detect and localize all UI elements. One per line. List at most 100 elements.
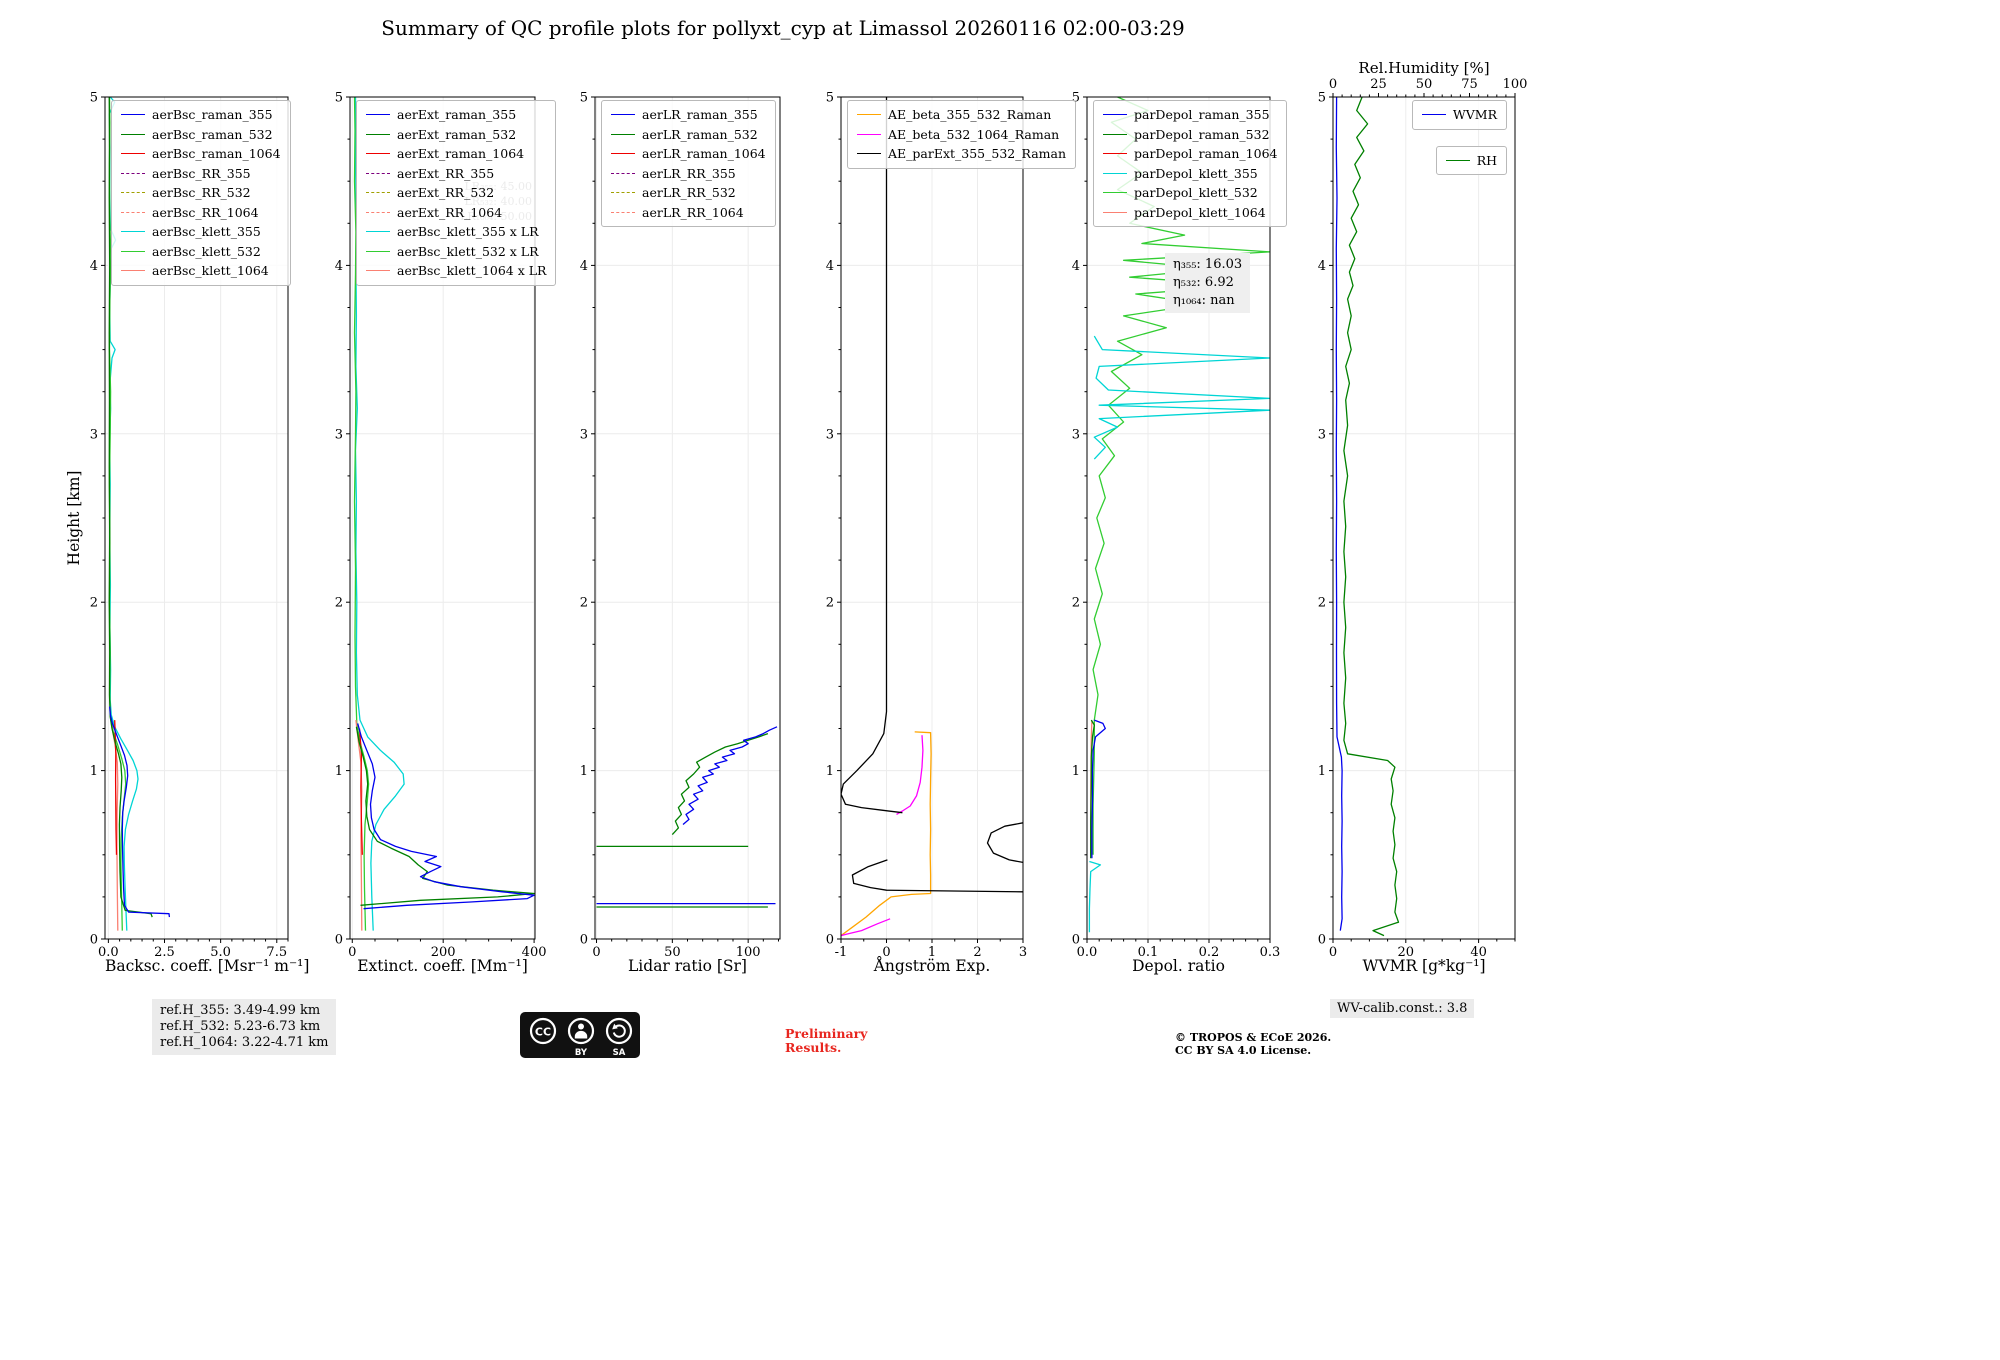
- legend-label: AE_beta_532_1064_Raman: [888, 126, 1060, 142]
- person-icon: [578, 1023, 584, 1030]
- depol-legend: parDepol_raman_355 parDepol_raman_532 parD…: [1093, 100, 1288, 227]
- legend-label: parDepol_raman_355: [1134, 107, 1270, 123]
- legend-item-WVMR: WVMR: [1421, 105, 1497, 125]
- legend-item-aerExt_RR_1064: aerExt_RR_1064: [366, 203, 546, 223]
- series-aerExt_raman_1064: [358, 728, 363, 855]
- legend-item-aerLR_raman_355: aerLR_raman_355: [611, 105, 766, 125]
- panel-backscatter: 0.0 2.5 5.0 7.5 0 1 2 3 4 5 Backsc. coeff. [Msr⁻¹…: [75, 55, 310, 976]
- series-AE_beta_532_1064_Raman: [896, 735, 924, 815]
- legend-label: AE_beta_355_532_Raman: [888, 107, 1052, 123]
- legend-item-aerLR_RR_1064: aerLR_RR_1064: [611, 203, 766, 223]
- legend-item-aerLR_RR_355: aerLR_RR_355: [611, 164, 766, 184]
- x-tick-label: 0.2: [1199, 945, 1220, 960]
- y-tick-label: 4: [826, 259, 834, 274]
- legend-line-sample: [611, 133, 635, 135]
- x-tick-label: 20: [1398, 945, 1415, 960]
- series-aerLR_raman_532: [671, 732, 769, 836]
- y-tick-label: 1: [90, 764, 98, 779]
- y-tick-label: 3: [826, 427, 834, 442]
- x-axis-label-lidar-ratio: Lidar ratio [Sr]: [628, 957, 747, 975]
- x-tick-label: 100: [736, 945, 761, 960]
- series-WVMR: [1335, 97, 1343, 931]
- legend-label: aerBsc_klett_532 x LR: [397, 243, 539, 259]
- depol-plot-canvas: 0.0 0.1 0.2 0.3 0 1 2 3 4 5: [1072, 91, 1281, 961]
- preliminary-results-note: Preliminary Results.: [785, 1027, 867, 1055]
- legend-label: aerLR_RR_1064: [642, 204, 744, 220]
- sa-label: SA: [613, 1048, 626, 1058]
- y-tick-label: 3: [335, 427, 343, 442]
- legend-label: parDepol_klett_1064: [1134, 204, 1266, 220]
- y-tick-label: 0: [580, 933, 588, 948]
- y-tick-label: 4: [90, 259, 98, 274]
- legend-line-sample: [121, 211, 145, 213]
- lidar-ratio-plot-canvas: 0 50 100 0 1 2 3 4 5: [580, 91, 781, 960]
- cc-glyph: CC: [535, 1026, 551, 1039]
- series-AE_parExt_355_532_Raman: [851, 859, 1023, 893]
- legend-item-parDepol_klett_1064: parDepol_klett_1064: [1103, 203, 1277, 223]
- x-tick-label: -1: [835, 945, 848, 960]
- y-tick-label: 5: [1072, 91, 1080, 106]
- legend-item-aerExt_raman_1064: aerExt_raman_1064: [366, 144, 546, 164]
- y-tick-label: 3: [1072, 427, 1080, 442]
- legend-item-AE_beta_532_1064_Raman: AE_beta_532_1064_Raman: [857, 125, 1066, 145]
- eta-532: η₅₃₂: 6.92: [1173, 275, 1234, 290]
- eta-calibration-note: η₃₅₅: 16.03 η₅₃₂: 6.92 η₁₀₆₄: nan: [1165, 253, 1251, 313]
- legend-label: parDepol_klett_355: [1134, 165, 1258, 181]
- lidar-ratio-legend: aerLR_raman_355 aerLR_raman_532 aerLR_rama…: [601, 100, 776, 227]
- x-tick-label: 0.3: [1260, 945, 1281, 960]
- legend-label: aerLR_raman_532: [642, 126, 758, 142]
- series-aerLR_raman_355: [682, 726, 778, 825]
- legend-label: aerLR_raman_1064: [642, 146, 766, 162]
- legend-item-parDepol_klett_355: parDepol_klett_355: [1103, 164, 1277, 184]
- top-tick-label: 0: [1329, 77, 1337, 92]
- legend-item-aerBsc_RR_532: aerBsc_RR_532: [121, 183, 281, 203]
- x-tick-label: 1: [928, 945, 936, 960]
- y-tick-label: 0: [335, 933, 343, 948]
- x-tick-label: 7.5: [266, 945, 287, 960]
- wvmr-legend: WVMR RH: [1411, 100, 1507, 175]
- eta-1064: η₁₀₆₄: nan: [1173, 293, 1235, 308]
- x-tick-label: 0.0: [98, 945, 119, 960]
- legend-label: aerExt_raman_1064: [397, 146, 525, 162]
- cc-by-sa-badge-icon: CC BY SA: [520, 1012, 640, 1058]
- legend-item-aerLR_raman_1064: aerLR_raman_1064: [611, 144, 766, 164]
- y-tick-label: 1: [1318, 764, 1326, 779]
- legend-label: aerBsc_klett_355: [152, 224, 261, 240]
- legend-line-sample: [121, 192, 145, 194]
- x-axis-label-angstrom: Ångström Exp.: [873, 957, 991, 975]
- backscatter-plot-canvas: 0.0 2.5 5.0 7.5 0 1 2 3 4 5: [90, 91, 289, 960]
- y-tick-label: 1: [335, 764, 343, 779]
- legend-item-AE_parExt_355_532_Raman: AE_parExt_355_532_Raman: [857, 144, 1066, 164]
- legend-line-sample: [121, 250, 145, 252]
- legend-line-sample: [1421, 114, 1446, 116]
- legend-box-RH: RH: [1435, 145, 1507, 175]
- backscatter-legend: aerBsc_raman_355 aerBsc_raman_532 aerBsc_r…: [111, 100, 291, 286]
- y-tick-label: 2: [826, 596, 834, 611]
- legend-item-aerBsc_klett_1064 x LR: aerBsc_klett_1064 x LR: [366, 261, 546, 281]
- y-tick-label: 1: [1072, 764, 1080, 779]
- preliminary-line1: Preliminary: [785, 1026, 868, 1041]
- legend-line-sample: [366, 153, 390, 155]
- legend-label: aerExt_RR_1064: [397, 204, 503, 220]
- legend-item-aerBsc_raman_355: aerBsc_raman_355: [121, 105, 281, 125]
- legend-line-sample: [366, 270, 390, 272]
- y-tick-label: 4: [335, 259, 343, 274]
- series-parDepol_raman_355: [1091, 719, 1106, 859]
- legend-item-parDepol_raman_1064: parDepol_raman_1064: [1103, 144, 1277, 164]
- legend-line-sample: [611, 172, 635, 174]
- legend-line-sample: [366, 172, 390, 174]
- legend-label: parDepol_klett_532: [1134, 185, 1258, 201]
- series-aerBsc_raman_355: [109, 706, 171, 918]
- top-axis-label-rh: Rel.Humidity [%]: [1358, 59, 1490, 77]
- legend-box-WVMR: WVMR: [1411, 100, 1507, 130]
- legend-label: aerBsc_RR_1064: [152, 204, 259, 220]
- y-tick-label: 5: [90, 91, 98, 106]
- x-tick-label: 200: [431, 945, 456, 960]
- legend-line-sample: [121, 231, 145, 233]
- legend-label: aerBsc_raman_532: [152, 126, 273, 142]
- legend-line-sample: [366, 114, 390, 116]
- series-AE_beta_532_1064_Raman: [841, 918, 891, 937]
